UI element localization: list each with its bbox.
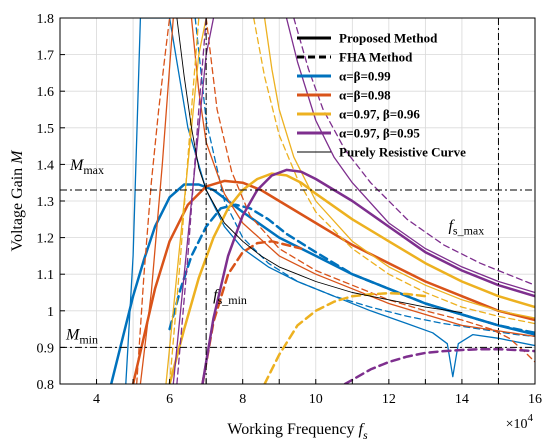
x-axis-label-sub: s xyxy=(363,428,368,442)
x-tick-label: 16 xyxy=(528,392,542,407)
series-line xyxy=(125,18,535,384)
series-line xyxy=(176,18,463,314)
y-tick-label: 1.7 xyxy=(37,49,55,64)
annotation-m-min: Mmin xyxy=(65,326,98,346)
annotation-m-min-sub: min xyxy=(79,332,98,346)
y-axis-label-symbol: M xyxy=(9,149,26,165)
series-line xyxy=(201,168,535,384)
legend: Proposed Method FHA Method α=β=0.99 α=β=0.9… xyxy=(297,31,466,160)
x-exponent-base: ×10 xyxy=(506,417,528,432)
annotation-fs-max-main: f xyxy=(448,217,455,234)
series-line xyxy=(343,347,535,384)
x-tick-label: 6 xyxy=(166,392,173,407)
legend-item-label: Proposed Method xyxy=(339,31,438,46)
legend-item-label: α=β=0.98 xyxy=(339,88,391,103)
series-line xyxy=(263,291,427,384)
x-exponent-power: 4 xyxy=(528,412,534,424)
series-line xyxy=(194,18,535,338)
series-line xyxy=(285,18,535,294)
series-line xyxy=(139,18,535,384)
y-tick-label: 1.8 xyxy=(37,12,55,27)
y-tick-label: 1.1 xyxy=(37,268,55,283)
annotation-fs-max: fs_max xyxy=(448,217,484,237)
y-tick-label: 1.5 xyxy=(37,122,55,137)
series-line xyxy=(205,18,535,363)
x-tick-label: 12 xyxy=(382,392,396,407)
series-line xyxy=(176,18,207,384)
y-tick-label: 1 xyxy=(47,305,54,320)
x-tick-label: 10 xyxy=(309,392,323,407)
series-line xyxy=(263,18,535,319)
annotation-fs-min-main: f xyxy=(213,287,220,304)
y-tick-label: 1.4 xyxy=(37,158,55,173)
series-line xyxy=(293,18,535,286)
x-exponent-label: ×104 xyxy=(506,412,534,432)
y-tick-label: 1.6 xyxy=(37,85,55,100)
annotation-m-max-main: M xyxy=(69,157,85,174)
legend-item-label: α=0.97, β=0.96 xyxy=(339,107,420,122)
series-line xyxy=(253,18,535,325)
series-line xyxy=(136,18,171,384)
annotation-m-min-main: M xyxy=(65,326,81,343)
legend-item-label: FHA Method xyxy=(339,50,413,65)
series-line xyxy=(168,18,200,384)
y-tick-label: 1.3 xyxy=(37,195,55,210)
y-tick-label: 0.8 xyxy=(37,378,55,393)
annotation-fs-min: fs_min xyxy=(213,287,247,307)
annotation-m-max-sub: max xyxy=(83,163,104,177)
legend-item-label: α=β=0.99 xyxy=(339,69,391,84)
x-axis-label: Working Frequency fs xyxy=(227,421,368,442)
y-axis-label: Voltage Gain M xyxy=(9,149,26,252)
y-tick-label: 0.9 xyxy=(37,341,55,356)
x-tick-label: 8 xyxy=(239,392,246,407)
x-tick-label: 4 xyxy=(93,392,100,407)
y-axis-label-main: Voltage Gain xyxy=(9,164,26,252)
x-tick-label: 14 xyxy=(455,392,469,407)
annotation-fs-max-sub: s_max xyxy=(453,223,484,237)
y-tick-label: 1.2 xyxy=(37,232,55,247)
x-axis-label-main: Working Frequency xyxy=(227,421,358,438)
legend-item-label: α=0.97, β=0.95 xyxy=(339,126,420,141)
series-group xyxy=(109,18,535,384)
series-line xyxy=(168,172,535,384)
legend-item-label: Purely Resistive Curve xyxy=(339,145,466,160)
x-axis-label-symbol: f xyxy=(359,421,366,438)
series-line xyxy=(168,203,535,335)
annotation-fs-min-sub: s_min xyxy=(218,293,247,307)
annotation-m-max: Mmax xyxy=(69,157,104,177)
